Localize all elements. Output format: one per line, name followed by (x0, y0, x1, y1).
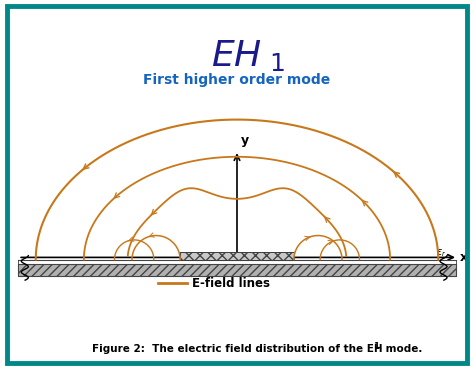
Bar (18, 259, 456, 264)
Text: x: x (460, 251, 468, 264)
Text: $\varepsilon_r$: $\varepsilon_r$ (436, 248, 447, 259)
Text: $\mathit{1}$: $\mathit{1}$ (268, 52, 284, 76)
Text: mode.: mode. (382, 344, 422, 354)
Text: Figure 2:  The electric field distribution of the EH: Figure 2: The electric field distributio… (91, 344, 383, 354)
Text: E-field lines: E-field lines (192, 277, 270, 290)
Bar (18, 264, 456, 276)
Bar (18, 264, 456, 276)
Text: First higher order mode: First higher order mode (143, 73, 331, 87)
Bar (180, 252, 294, 259)
Text: $\mathit{EH}$: $\mathit{EH}$ (211, 39, 263, 73)
Text: 1: 1 (373, 342, 379, 351)
Text: y: y (240, 134, 249, 147)
Bar (180, 252, 294, 259)
